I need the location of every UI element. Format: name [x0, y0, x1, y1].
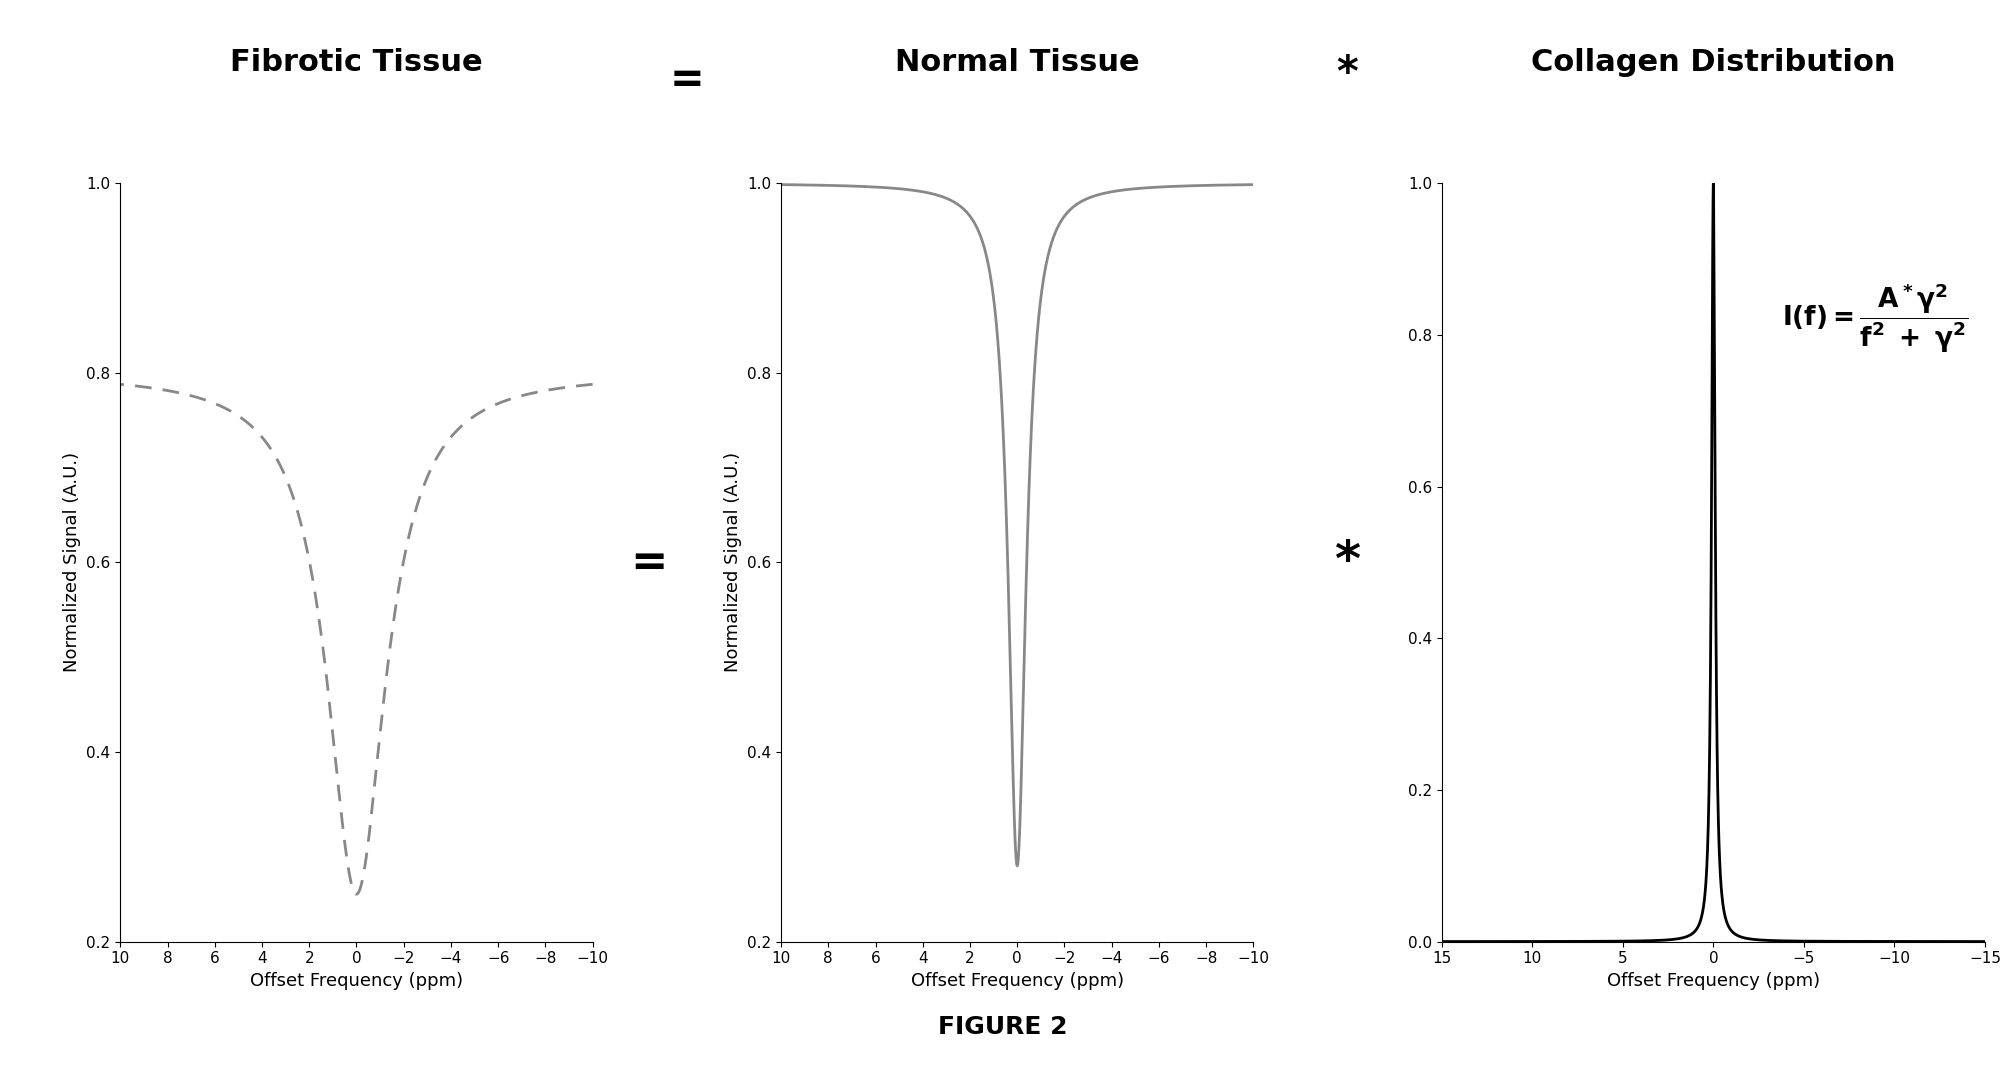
X-axis label: Offset Frequency (ppm): Offset Frequency (ppm) [1606, 972, 1821, 990]
Text: =: = [630, 541, 668, 584]
Text: $\mathbf{I(f)= \dfrac{A^*\gamma^2}{f^2\ +\ \gamma^2}}$: $\mathbf{I(f)= \dfrac{A^*\gamma^2}{f^2\ … [1782, 281, 1969, 355]
X-axis label: Offset Frequency (ppm): Offset Frequency (ppm) [910, 972, 1123, 990]
Text: FIGURE 2: FIGURE 2 [938, 1015, 1067, 1039]
Text: Normal Tissue: Normal Tissue [894, 48, 1139, 77]
Text: =: = [670, 59, 704, 101]
Text: *: * [1337, 54, 1359, 95]
Text: Collagen Distribution: Collagen Distribution [1532, 48, 1895, 77]
Text: *: * [1335, 538, 1361, 586]
Y-axis label: Normalized Signal (A.U.): Normalized Signal (A.U.) [724, 453, 742, 672]
X-axis label: Offset Frequency (ppm): Offset Frequency (ppm) [251, 972, 463, 990]
Y-axis label: Normalized Signal (A.U.): Normalized Signal (A.U.) [62, 453, 80, 672]
Text: Fibrotic Tissue: Fibrotic Tissue [231, 48, 483, 77]
